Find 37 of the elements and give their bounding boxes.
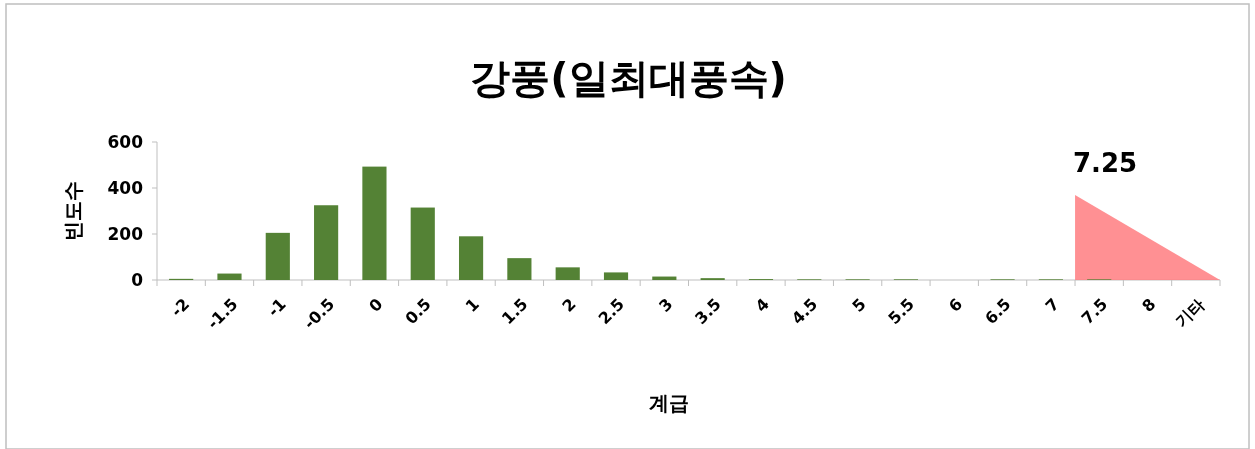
x-tick-label: 5.5 bbox=[884, 294, 918, 329]
bar bbox=[603, 272, 629, 280]
bar bbox=[265, 232, 290, 280]
bar bbox=[217, 273, 242, 280]
x-tick-label: 3 bbox=[655, 294, 677, 316]
x-tick-label: 5 bbox=[848, 294, 870, 316]
x-tick-label: 6 bbox=[944, 294, 967, 316]
y-tick-label: 600 bbox=[107, 132, 144, 152]
x-tick-label: 1.5 bbox=[497, 294, 532, 329]
y-tick-label: 0 bbox=[131, 270, 144, 290]
x-tick-label: 4.5 bbox=[787, 294, 822, 329]
annotation: 7.25 bbox=[1072, 148, 1138, 178]
x-tick-label: -2 bbox=[167, 294, 194, 321]
x-axis-title: 계급 bbox=[648, 391, 689, 415]
x-tick-label: 2 bbox=[558, 294, 580, 316]
bar bbox=[362, 166, 387, 280]
x-tick-label: 4 bbox=[751, 294, 773, 316]
x-tick-label: 기타 bbox=[1171, 294, 1208, 331]
bar bbox=[555, 267, 580, 280]
x-tick-label: 7 bbox=[1041, 294, 1063, 316]
x-tick-label: 3.5 bbox=[691, 294, 725, 329]
x-tick-label: -1 bbox=[263, 294, 290, 321]
x-tick-label: 0 bbox=[365, 294, 387, 316]
x-tick-label: 8 bbox=[1138, 294, 1160, 316]
x-tick-label: 6.5 bbox=[981, 294, 1015, 329]
bar bbox=[507, 258, 532, 280]
y-tick-label: 200 bbox=[107, 224, 144, 244]
x-tick-label: 0.5 bbox=[401, 294, 435, 329]
x-tick-label: 7.5 bbox=[1077, 294, 1112, 329]
y-axis-title: 빈도수 bbox=[61, 181, 85, 241]
bar bbox=[314, 205, 339, 280]
x-tick-label: 2.5 bbox=[594, 294, 629, 329]
bar bbox=[410, 207, 435, 280]
x-tick-label: 1 bbox=[461, 294, 484, 316]
chart-title: 강풍(일최대풍속) bbox=[470, 55, 787, 101]
bar bbox=[458, 236, 484, 280]
y-tick-label: 400 bbox=[107, 178, 144, 198]
